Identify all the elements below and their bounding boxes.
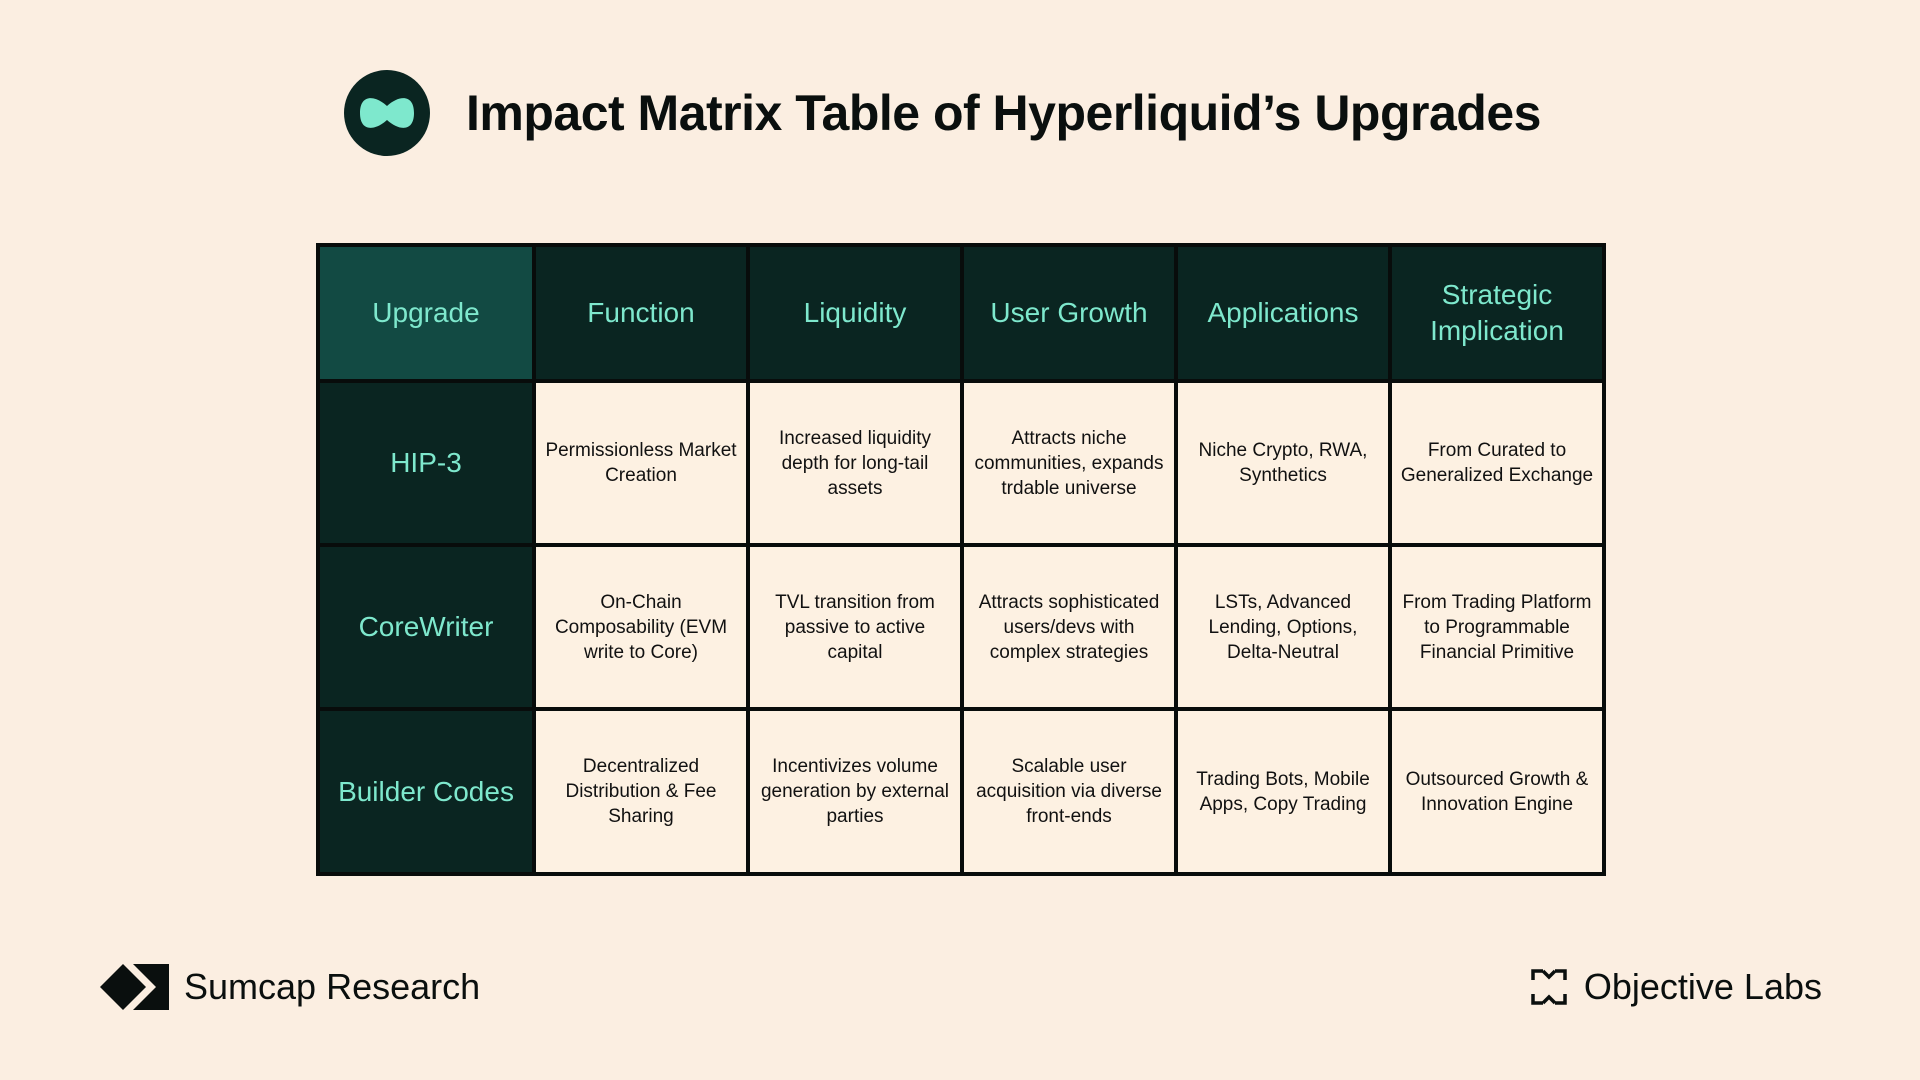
table-cell: Attracts sophisticated users/devs with c… bbox=[960, 543, 1178, 711]
column-header-user-growth: User Growth bbox=[960, 243, 1178, 383]
page-title: Impact Matrix Table of Hyperliquid’s Upg… bbox=[466, 85, 1541, 141]
table-cell: Attracts niche communities, expands trda… bbox=[960, 379, 1178, 547]
title-header: Impact Matrix Table of Hyperliquid’s Upg… bbox=[344, 70, 1541, 156]
objective-labs-brand: Objective Labs bbox=[1530, 962, 1822, 1012]
table-cell: Trading Bots, Mobile Apps, Copy Trading bbox=[1174, 707, 1392, 876]
table-cell: Scalable user acquisition via diverse fr… bbox=[960, 707, 1178, 876]
table-cell: Niche Crypto, RWA, Synthetics bbox=[1174, 379, 1392, 547]
table-cell: On-Chain Composability (EVM write to Cor… bbox=[532, 543, 750, 711]
impact-matrix-table: Upgrade Function Liquidity User Growth A… bbox=[316, 243, 1606, 876]
table-header-row: Upgrade Function Liquidity User Growth A… bbox=[316, 243, 1606, 383]
row-header-upgrade: Builder Codes bbox=[316, 707, 536, 876]
table-row: CoreWriter On-Chain Composability (EVM w… bbox=[316, 543, 1606, 711]
table-cell: Decentralized Distribution & Fee Sharing bbox=[532, 707, 750, 876]
column-header-applications: Applications bbox=[1174, 243, 1392, 383]
table-cell: Increased liquidity depth for long-tail … bbox=[746, 379, 964, 547]
column-header-function: Function bbox=[532, 243, 750, 383]
sumcap-logo-icon bbox=[100, 964, 169, 1010]
objective-labs-label: Objective Labs bbox=[1583, 966, 1822, 1007]
row-header-upgrade: HIP-3 bbox=[316, 379, 536, 547]
hyperliquid-logo-icon bbox=[344, 70, 430, 156]
objective-labs-logo-icon bbox=[1531, 969, 1567, 1005]
table-row: HIP-3 Permissionless Market Creation Inc… bbox=[316, 379, 1606, 547]
column-header-upgrade: Upgrade bbox=[316, 243, 536, 383]
table-cell: Permissionless Market Creation bbox=[532, 379, 750, 547]
column-header-liquidity: Liquidity bbox=[746, 243, 964, 383]
sumcap-research-brand: Sumcap Research bbox=[100, 960, 480, 1014]
table-row: Builder Codes Decentralized Distribution… bbox=[316, 707, 1606, 876]
table-cell: Outsourced Growth & Innovation Engine bbox=[1388, 707, 1606, 876]
table-cell: From Curated to Generalized Exchange bbox=[1388, 379, 1606, 547]
column-header-strategic-implication: Strategic Implication bbox=[1388, 243, 1606, 383]
row-header-upgrade: CoreWriter bbox=[316, 543, 536, 711]
table-cell: From Trading Platform to Programmable Fi… bbox=[1388, 543, 1606, 711]
sumcap-research-label: Sumcap Research bbox=[184, 966, 481, 1007]
table-cell: TVL transition from passive to active ca… bbox=[746, 543, 964, 711]
table-cell: LSTs, Advanced Lending, Options, Delta-N… bbox=[1174, 543, 1392, 711]
table-cell: Incentivizes volume generation by extern… bbox=[746, 707, 964, 876]
